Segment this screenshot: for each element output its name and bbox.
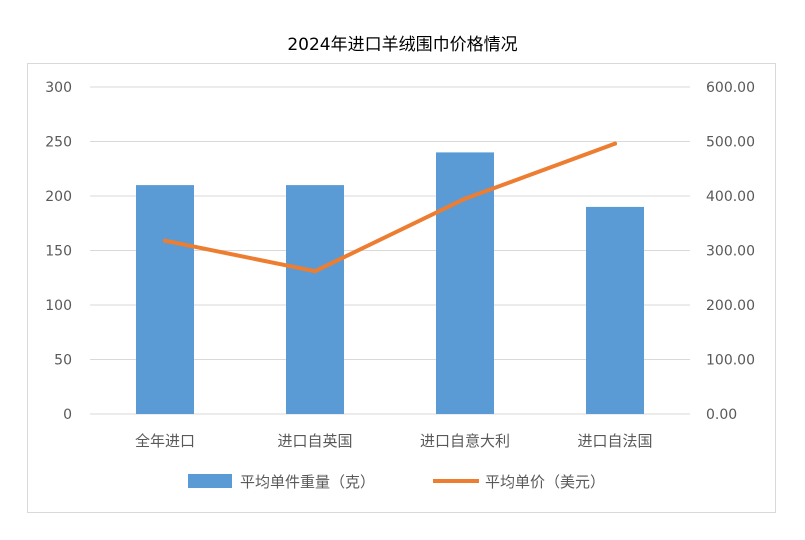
left-axis-tick-label: 100 (45, 298, 72, 314)
left-axis-tick-label: 200 (45, 189, 72, 205)
chart-title: 2024年进口羊绒围巾价格情况 (287, 35, 518, 55)
line-point (313, 269, 317, 274)
left-axis-tick-label: 50 (54, 353, 72, 369)
category-labels: 全年进口 进口自英国 进口自意大利 进口自法国 (135, 432, 653, 450)
bar-series (136, 152, 644, 414)
right-axis-ticks: 0.00 100.00 200.00 300.00 400.00 500.00 600.00 (706, 80, 755, 423)
category-label: 全年进口 (135, 432, 195, 450)
category-label: 进口自英国 (277, 432, 352, 450)
line-path (163, 141, 617, 274)
left-axis-tick-label: 300 (45, 80, 72, 96)
chart-frame (27, 63, 776, 513)
category-label: 进口自意大利 (420, 432, 510, 450)
legend: 平均单件重量（克） 平均单价（美元） (188, 473, 605, 491)
right-axis-tick-label: 100.00 (706, 353, 755, 369)
right-axis-tick-label: 400.00 (706, 189, 755, 205)
left-axis-ticks: 0 50 100 150 200 250 300 (45, 80, 72, 423)
bar (436, 152, 494, 414)
bar (136, 185, 194, 414)
category-label: 进口自法国 (577, 432, 652, 450)
line-point (163, 238, 167, 243)
left-axis-tick-label: 250 (45, 135, 72, 151)
bar (286, 185, 344, 414)
right-axis-tick-label: 300.00 (706, 244, 755, 260)
line-point (463, 196, 467, 201)
right-axis-tick-label: 600.00 (706, 80, 755, 96)
left-axis-tick-label: 150 (45, 244, 72, 260)
legend-swatch-bar (188, 474, 232, 488)
legend-label-line: 平均单价（美元） (485, 473, 605, 491)
right-axis-tick-label: 200.00 (706, 298, 755, 314)
bar (586, 206, 644, 414)
right-axis-tick-label: 500.00 (706, 135, 755, 151)
line-series (163, 141, 617, 274)
right-axis-tick-label: 0.00 (706, 407, 737, 423)
left-axis-tick-label: 0 (63, 407, 72, 423)
line-point (613, 141, 617, 146)
legend-label-bar: 平均单件重量（克） (240, 473, 375, 491)
